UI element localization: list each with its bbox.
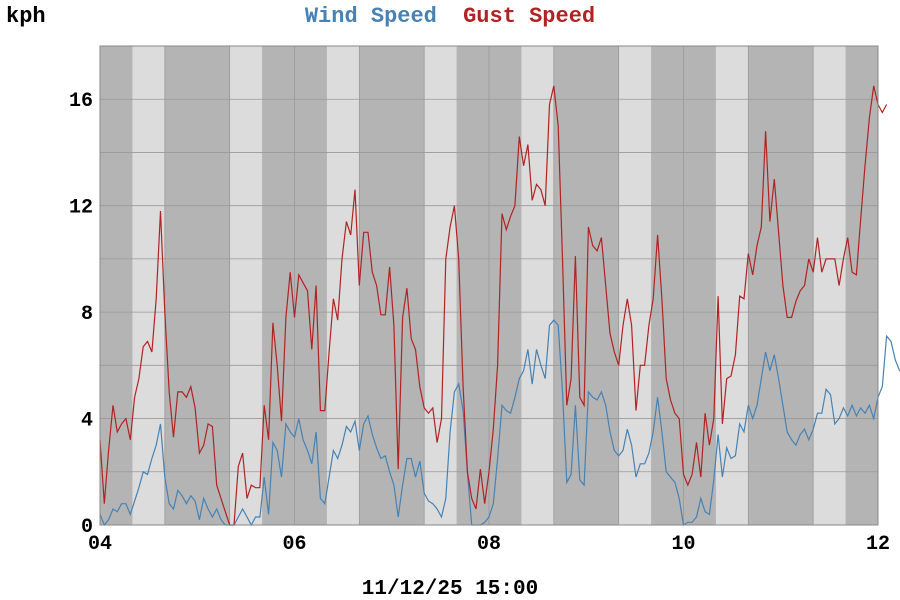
background-band — [651, 46, 684, 525]
y-tick-label: 0 — [81, 516, 93, 539]
background-band — [424, 46, 458, 525]
x-tick-label: 12 — [866, 533, 890, 556]
background-band — [456, 46, 490, 525]
timestamp-label: 11/12/25 15:00 — [362, 578, 538, 600]
y-tick-label: 16 — [69, 90, 93, 113]
background-band — [100, 46, 133, 525]
x-tick-label: 06 — [282, 533, 306, 556]
background-band — [813, 46, 847, 525]
background-band — [164, 46, 198, 525]
x-tick-label: 08 — [477, 533, 501, 556]
x-tick-label: 04 — [88, 533, 112, 556]
x-tick-labels: 04 06 08 10 12 — [88, 533, 890, 556]
legend-gust-speed: Gust Speed — [463, 4, 595, 29]
background-band — [489, 46, 522, 525]
background-band — [553, 46, 587, 525]
background-band — [586, 46, 620, 525]
legend: Wind Speed Gust Speed — [305, 4, 595, 29]
legend-wind-speed: Wind Speed — [305, 4, 437, 29]
background-band — [326, 46, 360, 525]
background-band — [391, 46, 425, 525]
background-band — [262, 46, 295, 525]
x-tick-label: 10 — [671, 533, 695, 556]
background-band — [618, 46, 652, 525]
background-band — [359, 46, 393, 525]
background-band — [780, 46, 814, 525]
y-tick-label: 12 — [69, 197, 93, 220]
background-band — [132, 46, 166, 525]
y-tick-label: 4 — [81, 410, 93, 433]
y-tick-labels: 0 4 8 12 16 — [69, 90, 93, 539]
plot-frame — [99, 45, 879, 526]
background-bands — [100, 46, 879, 525]
background-band — [683, 46, 717, 525]
background-band — [197, 46, 231, 525]
unit-label: kph — [6, 4, 46, 29]
y-tick-label: 8 — [81, 303, 93, 326]
background-band — [845, 46, 879, 525]
background-band — [748, 46, 782, 525]
background-band — [229, 46, 263, 525]
background-band — [715, 46, 749, 525]
background-band — [294, 46, 328, 525]
